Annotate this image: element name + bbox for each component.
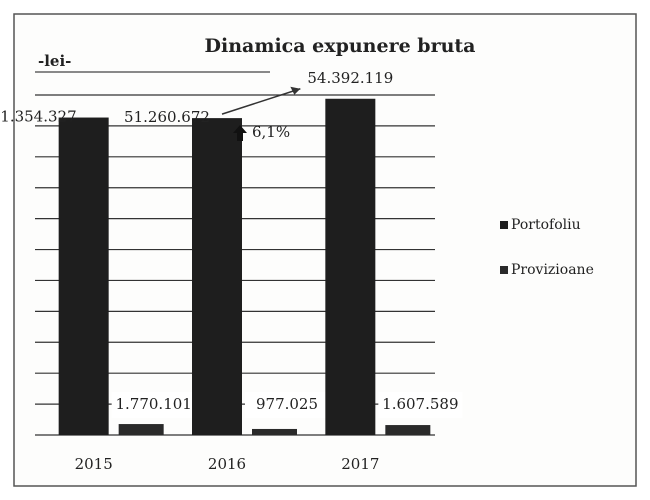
bar [192,118,242,435]
legend-swatch [500,221,508,229]
x-tick-label: 2016 [208,455,246,473]
bar [385,425,431,435]
legend-label: Portofoliu [511,217,581,233]
arrow [221,88,301,115]
bar [252,428,297,435]
legend-label: Provizioane [511,262,594,278]
data-label: 977.025 [256,395,318,413]
bar [325,98,376,435]
label-box [245,392,329,418]
data-label: 1.770.101 [115,395,191,413]
unit-label: -lei- [38,52,71,70]
data-label: 54.392.119 [307,69,393,87]
annotation: 6,1% [252,123,290,141]
arrow-head [290,86,301,95]
data-label: 1.607.589 [382,395,458,413]
x-tick-label: 2015 [75,455,113,473]
label-box [111,392,196,418]
bar [118,424,164,435]
up-arrow [233,125,247,141]
data-label: 51.260.672 [124,108,210,126]
chart-title: Dinamica expunere bruta [205,35,476,57]
x-tick-label: 2017 [341,455,379,473]
data-label: 51.354.327 [0,108,77,126]
label-box [378,392,463,418]
legend-swatch [500,266,508,274]
bar [58,117,109,435]
